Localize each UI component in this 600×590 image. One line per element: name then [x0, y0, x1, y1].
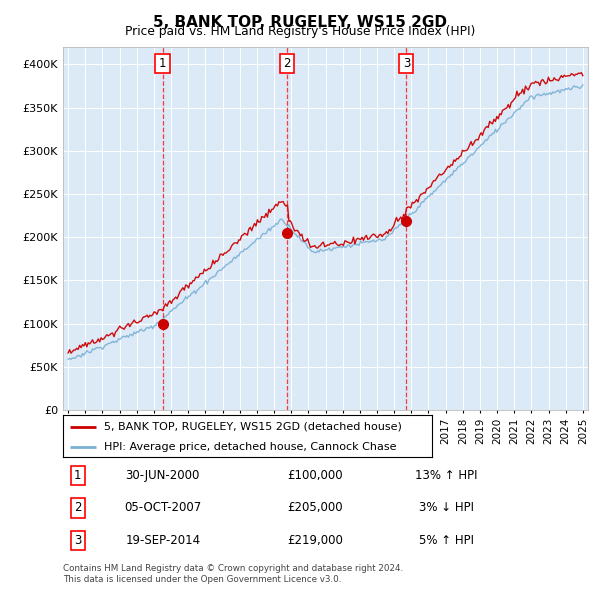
- Text: 3: 3: [74, 534, 82, 547]
- Text: 30-JUN-2000: 30-JUN-2000: [125, 469, 200, 482]
- Text: HPI: Average price, detached house, Cannock Chase: HPI: Average price, detached house, Cann…: [104, 442, 396, 451]
- Text: This data is licensed under the Open Government Licence v3.0.: This data is licensed under the Open Gov…: [63, 575, 341, 584]
- Text: 19-SEP-2014: 19-SEP-2014: [125, 534, 200, 547]
- Text: £100,000: £100,000: [287, 469, 343, 482]
- Text: 3: 3: [403, 57, 410, 70]
- Text: 5, BANK TOP, RUGELEY, WS15 2GD (detached house): 5, BANK TOP, RUGELEY, WS15 2GD (detached…: [104, 422, 401, 432]
- Text: 5, BANK TOP, RUGELEY, WS15 2GD: 5, BANK TOP, RUGELEY, WS15 2GD: [153, 15, 447, 30]
- Text: 13% ↑ HPI: 13% ↑ HPI: [415, 469, 478, 482]
- Text: 1: 1: [159, 57, 166, 70]
- Text: Contains HM Land Registry data © Crown copyright and database right 2024.: Contains HM Land Registry data © Crown c…: [63, 565, 403, 573]
- Text: 3% ↓ HPI: 3% ↓ HPI: [419, 502, 474, 514]
- Text: 2: 2: [283, 57, 290, 70]
- Text: £205,000: £205,000: [287, 502, 343, 514]
- Text: 2: 2: [74, 502, 82, 514]
- Text: Price paid vs. HM Land Registry's House Price Index (HPI): Price paid vs. HM Land Registry's House …: [125, 25, 475, 38]
- Text: 1: 1: [74, 469, 82, 482]
- Text: £219,000: £219,000: [287, 534, 343, 547]
- Text: 5% ↑ HPI: 5% ↑ HPI: [419, 534, 474, 547]
- Text: 05-OCT-2007: 05-OCT-2007: [124, 502, 202, 514]
